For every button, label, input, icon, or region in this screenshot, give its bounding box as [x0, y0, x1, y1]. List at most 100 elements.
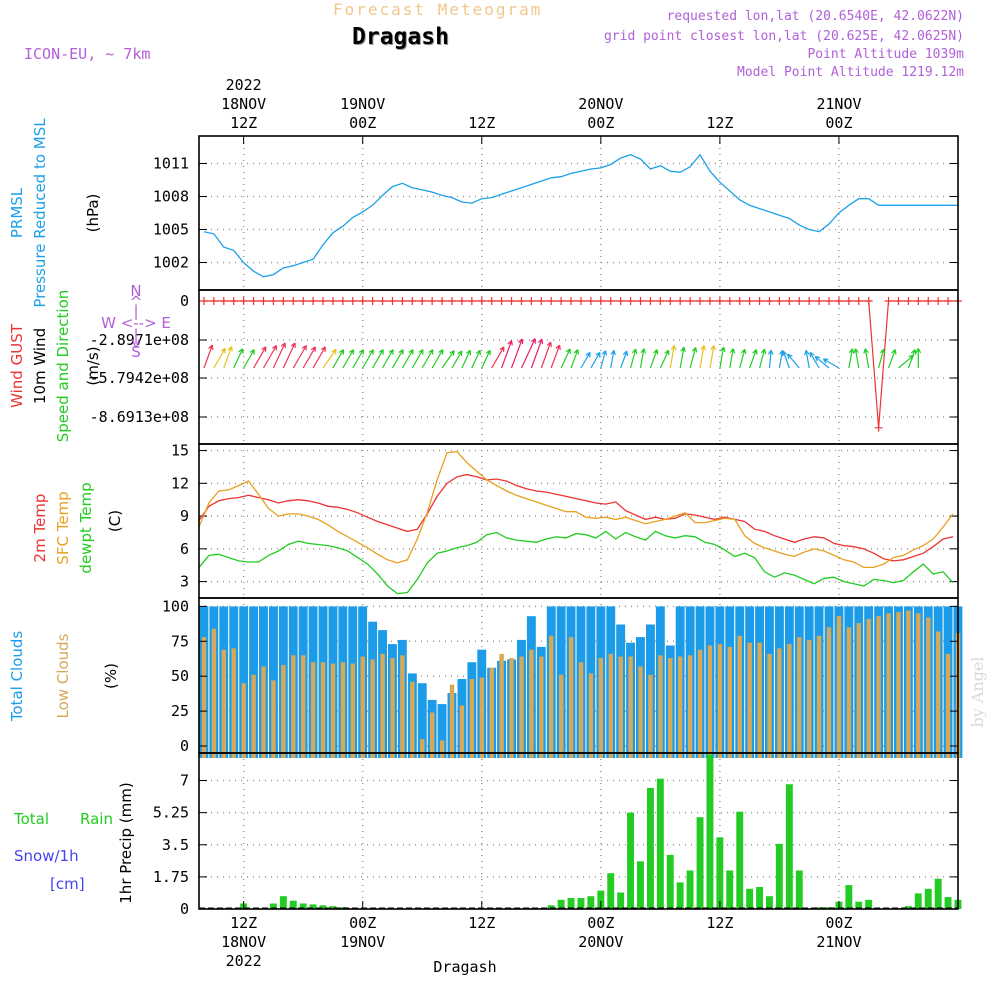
low-cloud-bar: [271, 680, 276, 758]
station-title: Dragash: [352, 24, 449, 50]
gust-marker: [825, 297, 834, 305]
gust-marker: [626, 297, 635, 305]
wind-arrow: [411, 349, 424, 369]
y-tick-label: 12: [171, 474, 189, 492]
low-cloud-bar: [836, 616, 842, 759]
low-cloud-bar: [697, 649, 703, 759]
low-cloud-bar: [469, 679, 475, 758]
wind-arrow: [352, 349, 364, 369]
wind-arrow: [471, 349, 481, 369]
gust-marker: [884, 297, 893, 305]
gust-marker: [239, 297, 248, 305]
low-cloud-bar: [430, 712, 435, 758]
low-cloud-bar: [916, 613, 921, 759]
gust-marker: [358, 297, 367, 305]
gust-marker: [557, 297, 566, 305]
y-tick-label: 9: [180, 507, 189, 525]
low-cloud-bar: [400, 655, 405, 759]
low-cloud-bar: [618, 656, 623, 758]
gust-marker: [715, 297, 724, 305]
low-cloud-bar: [499, 653, 504, 759]
low-cloud-bar: [211, 628, 217, 758]
bottom-time-label: 2022: [226, 952, 262, 970]
bottom-time-label: 00Z: [825, 914, 852, 932]
top-time-label: 12Z: [706, 114, 733, 132]
gust-marker: [319, 297, 328, 305]
total-rain-label: Total: [13, 810, 49, 828]
bottom-time-label: 12Z: [230, 914, 257, 932]
compass-label: |: [133, 302, 138, 320]
gust-marker: [269, 297, 278, 305]
rain-bar: [627, 812, 634, 909]
rain-bar: [924, 888, 932, 909]
gust-marker: [874, 423, 883, 432]
wind-arrow: [372, 349, 384, 369]
gust-marker: [854, 297, 863, 305]
gust-marker: [676, 297, 685, 305]
model-altitude: Model Point Altitude 1219.12m: [737, 65, 964, 80]
gust-marker: [229, 297, 238, 305]
rain-bar: [547, 905, 555, 909]
precip-unit: 1hr Precip (mm): [117, 782, 135, 903]
low-cloud-bar: [350, 663, 355, 758]
bottom-time-label: 21NOV: [816, 933, 861, 951]
gust-marker: [477, 297, 486, 305]
wind-arrow: [481, 349, 491, 369]
panel-frame: [198, 289, 959, 445]
wind-arrow: [312, 346, 326, 369]
gust-marker: [696, 297, 705, 305]
rain-bar: [706, 754, 714, 909]
gust-marker: [199, 297, 208, 305]
gust-marker: [487, 297, 496, 305]
gust-marker: [745, 297, 754, 305]
low-cloud-bar: [598, 658, 603, 758]
wind-arrow: [848, 348, 855, 369]
gust-marker: [438, 297, 447, 305]
low-cloud-bar: [291, 655, 296, 759]
low-cloud-bar: [945, 653, 951, 759]
low-cloud-bar: [687, 655, 693, 759]
wind-arrow: [451, 350, 463, 369]
gust-marker: [815, 297, 824, 305]
wind-arrow: [907, 349, 917, 369]
gust-marker: [368, 297, 377, 305]
wind-arrow: [233, 348, 244, 369]
wind-arrow: [272, 342, 286, 369]
gust-marker: [656, 297, 665, 305]
gust-marker: [428, 297, 437, 305]
rain-bar: [785, 784, 793, 909]
low-cloud-bar: [529, 649, 534, 759]
sfc-temp-label: SFC Temp: [54, 491, 72, 564]
rain-bar: [656, 778, 664, 909]
total-clouds-label: Total Clouds: [8, 631, 26, 723]
rain-bar: [676, 882, 684, 909]
rain-bar: [617, 892, 625, 909]
rain-bar: [329, 906, 337, 909]
wind-arrow: [709, 345, 716, 369]
wind-arrow: [213, 347, 226, 369]
temp2m-label: 2m Temp: [31, 494, 49, 563]
gust-marker: [586, 297, 595, 305]
y-tick-label: 1005: [153, 221, 189, 239]
rain-bar: [686, 870, 694, 909]
low-cloud-bar: [201, 637, 207, 758]
compass-label: W <--> E: [101, 314, 171, 332]
y-tick-label: 100: [162, 597, 189, 615]
rain-bar: [607, 873, 615, 909]
low-cloud-bar: [301, 655, 306, 759]
rain-bar: [865, 899, 873, 909]
low-cloud-bar: [608, 653, 613, 759]
gust-line: [204, 300, 958, 428]
bottom-time-label: 20NOV: [578, 933, 623, 951]
low-cloud-bar: [668, 658, 673, 758]
low-cloud-bar: [410, 681, 415, 758]
pressure-label-long: Pressure Reduced to MSL: [31, 118, 49, 308]
top-time-label: 2022: [226, 76, 262, 94]
rain-bar: [567, 898, 575, 909]
rain-bar: [746, 888, 754, 909]
rain-bar: [795, 870, 803, 909]
gust-marker: [765, 297, 774, 305]
bottom-time-label: 00Z: [349, 914, 376, 932]
y-tick-label: 1.75: [153, 868, 189, 886]
wind-arrow: [223, 346, 233, 369]
